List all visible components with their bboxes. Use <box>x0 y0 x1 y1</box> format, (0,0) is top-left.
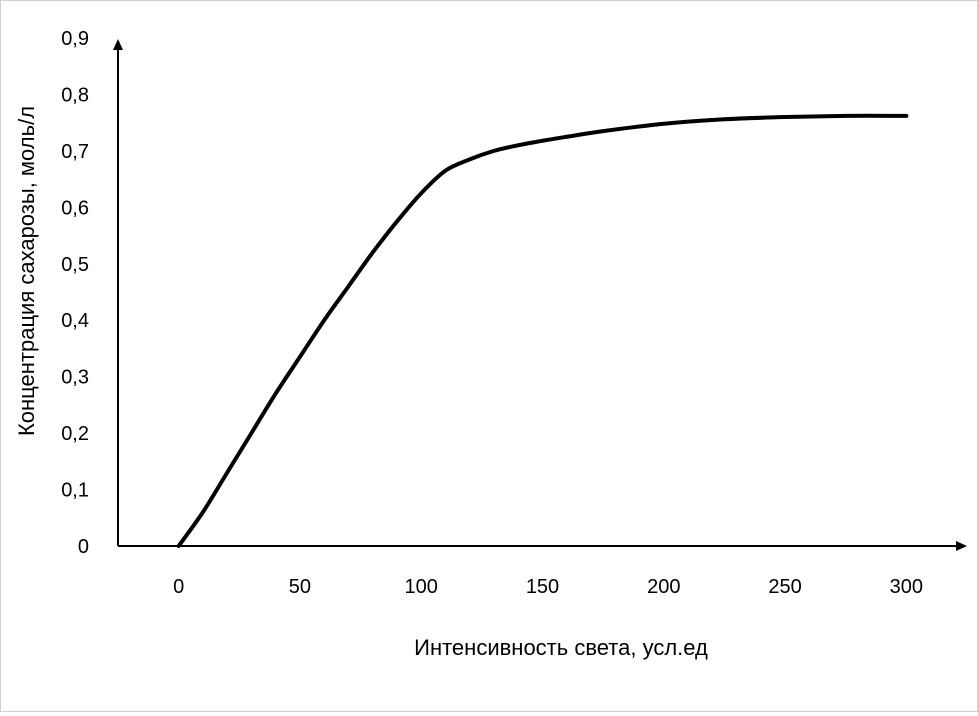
y-axis-arrow <box>113 39 123 50</box>
y-tick-label: 0,6 <box>61 197 89 219</box>
y-tick-label: 0,4 <box>61 310 89 332</box>
y-tick-labels: 0 0,1 0,2 0,3 0,4 0,5 0,6 0,7 0,8 0,9 <box>61 28 89 558</box>
x-tick-label: 100 <box>405 576 438 598</box>
y-axis-title: Концентрация сахарозы, моль/л <box>14 106 39 436</box>
x-tick-label: 50 <box>289 576 311 598</box>
x-axis-arrow <box>956 541 967 551</box>
series-line <box>176 113 909 548</box>
x-tick-labels: 0 50 100 150 200 250 300 <box>173 576 923 598</box>
y-tick-label: 0,8 <box>61 84 89 106</box>
y-tick-label: 0,5 <box>61 254 89 276</box>
axes <box>113 39 967 551</box>
y-tick-label: 0,9 <box>61 28 89 50</box>
y-tick-label: 0,7 <box>61 141 89 163</box>
x-tick-label: 300 <box>890 576 923 598</box>
x-axis-title: Интенсивность света, усл.ед <box>414 635 708 660</box>
y-tick-label: 0 <box>78 536 89 558</box>
series-group <box>176 113 909 548</box>
y-tick-label: 0,3 <box>61 367 89 389</box>
y-tick-label: 0,2 <box>61 423 89 445</box>
x-tick-label: 150 <box>526 576 559 598</box>
y-tick-label: 0,1 <box>61 480 89 502</box>
x-tick-label: 200 <box>647 576 680 598</box>
x-tick-label: 0 <box>173 576 184 598</box>
x-tick-label: 250 <box>768 576 801 598</box>
